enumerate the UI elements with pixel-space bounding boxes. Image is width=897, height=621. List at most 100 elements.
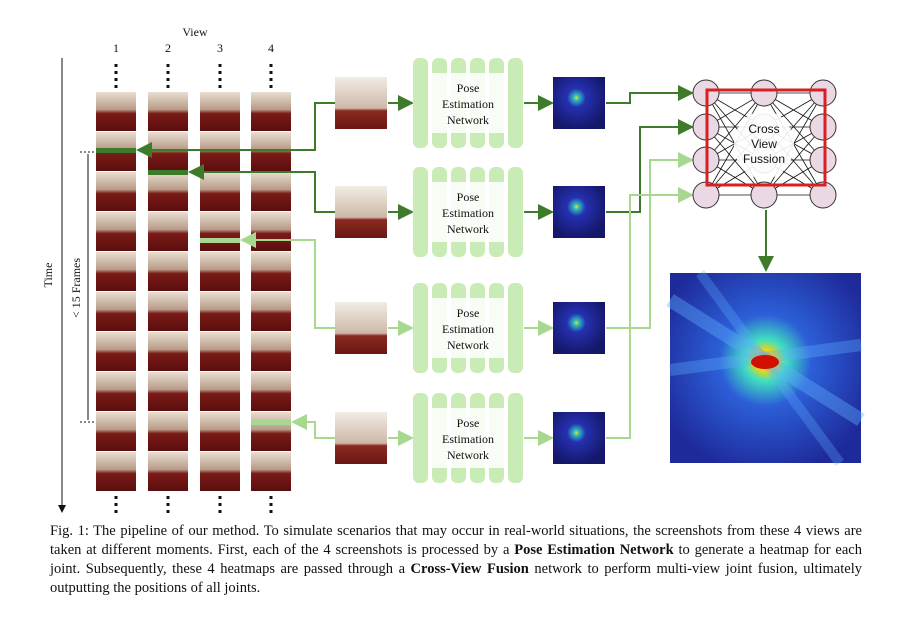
fusion-center: [734, 111, 794, 179]
branches: Pose Estimation Network Pose Estimation Netwo…: [136, 58, 605, 483]
edge: [705, 92, 765, 161]
network-label: Pose: [457, 416, 480, 430]
heatmap: [553, 77, 605, 129]
network-label: Estimation: [442, 432, 494, 446]
branch-arrow: [291, 414, 335, 439]
network-label: Network: [447, 222, 489, 236]
caption-text: Fig. 1: The pipeline of our method. To s…: [50, 523, 862, 558]
selected-frame: [96, 148, 136, 153]
video-frame: [200, 412, 240, 451]
video-frame: [200, 132, 240, 171]
frames-label: < 15 Frames: [69, 258, 83, 318]
node: [809, 79, 837, 107]
view-number: 2: [165, 41, 171, 55]
branch-arrow: [188, 164, 335, 213]
view-number: 4: [268, 41, 274, 55]
branch-arrow: [136, 102, 335, 158]
video-frame: [251, 372, 291, 411]
pose-network: Pose Estimation Network: [413, 283, 523, 373]
caption-bold: Pose Estimation Network: [514, 542, 674, 558]
video-frame: [96, 412, 136, 451]
network-layer: [508, 283, 523, 373]
time-label: Time: [41, 263, 55, 288]
video-frame: [251, 252, 291, 291]
caption-text: to generate a heatmap for each joint. Su…: [50, 542, 862, 577]
video-frame: [96, 292, 136, 331]
view-number: 3: [217, 41, 223, 55]
node: [809, 181, 837, 209]
network-layer: [413, 167, 428, 257]
heatmap: [553, 186, 605, 238]
video-frame: [200, 172, 240, 211]
video-frame: [251, 452, 291, 491]
heatmap-peak: [751, 355, 779, 369]
video-frame: [148, 252, 188, 291]
video-frame: [96, 252, 136, 291]
view-image: [335, 302, 387, 354]
video-frame: [200, 212, 240, 251]
video-frame: [251, 172, 291, 211]
figure: View Time < 15 Frames Pose Estimation Netw…: [41, 25, 865, 516]
node: [750, 79, 778, 107]
network-label: Pose: [457, 81, 480, 95]
video-frame: [148, 332, 188, 371]
branch-arrow: [240, 232, 335, 329]
fusion-arrow: [606, 85, 694, 104]
caption-text: network to perform multi-view joint fusi…: [50, 561, 862, 596]
network-layer: [508, 393, 523, 483]
video-frame: [148, 452, 188, 491]
fusion-arrow: [606, 152, 694, 329]
view-image: [335, 186, 387, 238]
fusion-label: Fussion: [743, 152, 785, 166]
selected-frame: [200, 238, 240, 243]
fusion-arrow: [606, 119, 694, 213]
video-frame: [251, 92, 291, 131]
video-frame: [148, 132, 188, 171]
video-frame: [251, 292, 291, 331]
node: [809, 146, 837, 174]
network-label: Network: [447, 448, 489, 462]
video-frame: [251, 132, 291, 171]
video-frame: [96, 212, 136, 251]
video-frame: [200, 92, 240, 131]
network-label: Network: [447, 113, 489, 127]
view-number: 1: [113, 41, 119, 55]
network-label: Estimation: [442, 322, 494, 336]
video-frame: [200, 372, 240, 411]
video-frame: [148, 92, 188, 131]
network-center: [432, 408, 504, 468]
network-label: Estimation: [442, 97, 494, 111]
video-frame: [200, 292, 240, 331]
video-frame: [96, 92, 136, 131]
video-frame: [148, 212, 188, 251]
fusion-label: View: [751, 137, 777, 151]
selected-frame: [148, 170, 188, 175]
video-frame: [251, 412, 291, 451]
video-frame: [96, 372, 136, 411]
video-frame: [251, 332, 291, 371]
fusion-box: [705, 88, 827, 187]
video-frame: [148, 172, 188, 211]
video-frame: [148, 292, 188, 331]
selected-frame: [251, 420, 291, 425]
network-center: [432, 298, 504, 358]
node: [809, 113, 837, 141]
network-layer: [413, 58, 428, 148]
fusion-arrow: [606, 187, 694, 439]
video-frame: [200, 452, 240, 491]
network-center: [432, 182, 504, 242]
pose-network: Pose Estimation Network: [413, 58, 523, 148]
pose-network: Pose Estimation Network: [413, 393, 523, 483]
caption-bold: Cross-View Fusion: [410, 561, 529, 577]
network-layer: [508, 167, 523, 257]
video-frame: [96, 452, 136, 491]
heatmap: [553, 412, 605, 464]
network-label: Pose: [457, 190, 480, 204]
video-frame: [96, 172, 136, 211]
network-label: Network: [447, 338, 489, 352]
video-frame: [96, 332, 136, 371]
network-layer: [413, 283, 428, 373]
video-frame: [148, 412, 188, 451]
view-image: [335, 77, 387, 129]
